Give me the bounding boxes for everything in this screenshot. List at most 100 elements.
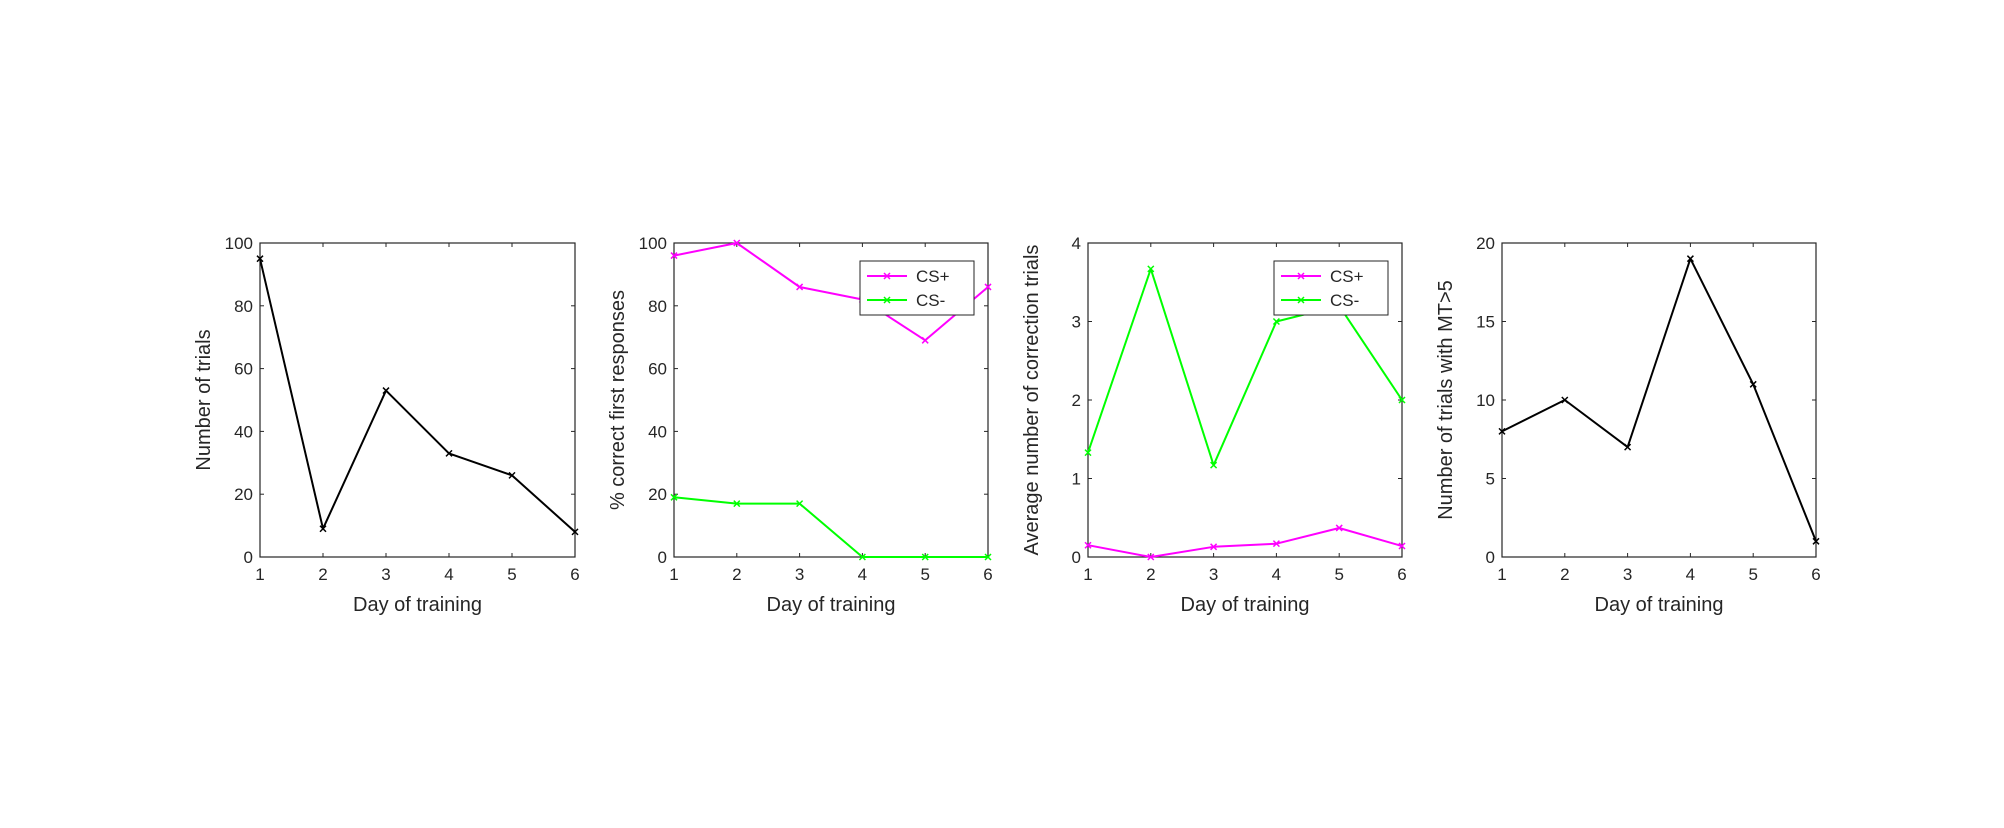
data-point-marker — [733, 500, 741, 508]
data-point-marker — [1561, 396, 1569, 404]
x-tick-label: 6 — [570, 565, 579, 584]
y-axis-label: Number of trials — [193, 329, 215, 470]
y-tick-label: 40 — [234, 422, 253, 441]
legend: CS+ CS- — [859, 260, 975, 316]
x-tick-label: 3 — [381, 565, 390, 584]
legend-label: CS- — [1330, 291, 1359, 310]
y-tick-label: 15 — [1476, 313, 1495, 332]
y-tick-label: 0 — [658, 548, 667, 567]
data-point-marker — [1084, 449, 1092, 457]
data-point-marker — [1147, 265, 1155, 273]
y-axis-label: Average number of correction trials — [1021, 245, 1043, 556]
series-line-data — [259, 258, 576, 533]
series-line-CS+ — [1087, 527, 1403, 558]
data-point-marker — [1210, 543, 1218, 551]
x-tick-label: 2 — [318, 565, 327, 584]
legend-marker — [883, 272, 891, 280]
data-point-marker — [921, 336, 929, 344]
x-tick-label: 4 — [1686, 565, 1695, 584]
x-tick-label: 3 — [795, 565, 804, 584]
data-point-marker — [256, 255, 264, 263]
data-point-marker — [733, 239, 741, 247]
y-tick-label: 10 — [1476, 391, 1495, 410]
data-point-marker — [921, 553, 929, 561]
x-tick-label: 4 — [444, 565, 453, 584]
y-tick-label: 5 — [1486, 470, 1495, 489]
y-tick-label: 0 — [1486, 548, 1495, 567]
x-tick-label: 3 — [1209, 565, 1218, 584]
x-axis-label: Day of training — [353, 594, 482, 616]
data-point-marker — [670, 252, 678, 260]
data-point-marker — [984, 283, 992, 291]
x-tick-label: 3 — [1623, 565, 1632, 584]
x-tick-label: 2 — [732, 565, 741, 584]
x-tick-label: 5 — [507, 565, 516, 584]
y-tick-label: 4 — [1072, 234, 1081, 253]
y-tick-label: 2 — [1072, 391, 1081, 410]
x-tick-label: 4 — [858, 565, 867, 584]
x-tick-label: 2 — [1146, 565, 1155, 584]
y-tick-label: 0 — [1072, 548, 1081, 567]
data-point-marker — [1272, 317, 1280, 326]
data-point-marker — [1272, 540, 1280, 548]
data-point-marker — [1210, 461, 1218, 469]
y-tick-label: 40 — [648, 422, 667, 441]
data-point-marker — [1084, 541, 1092, 549]
y-tick-label: 100 — [225, 234, 253, 253]
y-axis-label: % correct first responses — [607, 290, 629, 510]
y-tick-label: 3 — [1072, 313, 1081, 332]
x-tick-label: 1 — [255, 565, 264, 584]
x-tick-label: 5 — [920, 565, 929, 584]
data-point-marker — [1749, 380, 1757, 388]
data-point-marker — [1812, 537, 1820, 545]
data-point-marker — [445, 449, 453, 457]
legend-box — [859, 260, 975, 316]
data-point-marker — [1147, 553, 1155, 561]
x-tick-label: 2 — [1560, 565, 1569, 584]
data-point-marker — [670, 493, 678, 501]
y-tick-label: 80 — [234, 297, 253, 316]
x-tick-label: 6 — [1397, 565, 1406, 584]
x-tick-label: 5 — [1334, 565, 1343, 584]
data-point-marker — [796, 283, 804, 291]
series-line-CS- — [1087, 267, 1403, 467]
y-tick-label: 0 — [244, 548, 253, 567]
data-point-marker — [508, 471, 516, 479]
legend-label: CS- — [916, 291, 945, 310]
x-tick-label: 6 — [1811, 565, 1820, 584]
legend-box — [1273, 260, 1389, 316]
data-point-marker — [796, 500, 804, 508]
y-tick-label: 100 — [639, 234, 667, 253]
y-tick-label: 20 — [1476, 234, 1495, 253]
x-axis-label: Day of training — [767, 594, 896, 616]
series-line-CS- — [673, 496, 988, 558]
y-tick-label: 80 — [648, 297, 667, 316]
y-tick-label: 60 — [648, 360, 667, 379]
chart-panel-4: 1 2 3 4 5 6 0 5 10 15 20 Day of training Number of t… — [1435, 234, 1821, 616]
y-axis-label: Number of trials with MT>5 — [1435, 280, 1457, 520]
x-axis-label: Day of training — [1181, 594, 1310, 616]
axes-box — [1501, 242, 1817, 558]
axes-box — [259, 242, 576, 558]
x-axis-label: Day of training — [1595, 594, 1724, 616]
data-point-marker — [1624, 443, 1632, 451]
x-tick-label: 1 — [669, 565, 678, 584]
legend-marker — [1297, 296, 1305, 304]
legend-label: CS+ — [1330, 267, 1364, 286]
data-point-marker — [1398, 396, 1406, 404]
y-tick-label: 1 — [1072, 470, 1081, 489]
y-tick-label: 20 — [234, 485, 253, 504]
data-point-marker — [1335, 524, 1343, 532]
data-point-marker — [382, 387, 390, 395]
data-point-marker — [1398, 542, 1406, 550]
x-tick-label: 6 — [983, 565, 992, 584]
legend: CS+ CS- — [1273, 260, 1389, 316]
data-point-marker — [1498, 427, 1506, 435]
data-point-marker — [319, 525, 327, 533]
x-tick-label: 4 — [1272, 565, 1281, 584]
series-line-data — [1501, 257, 1817, 542]
